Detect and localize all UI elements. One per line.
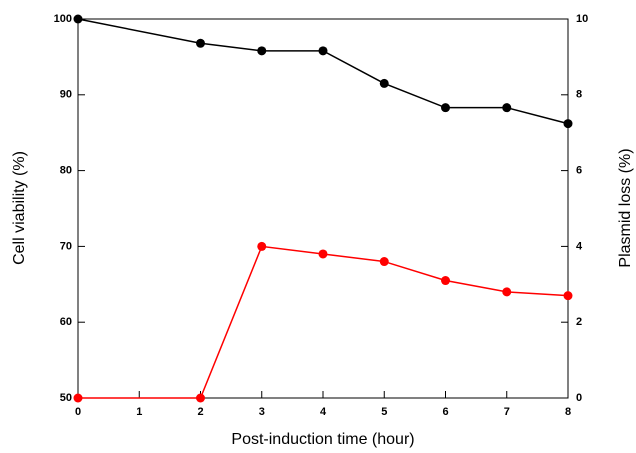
x-tick-label: 4: [320, 406, 327, 418]
y-tick-label: 70: [60, 240, 72, 252]
data-point: [196, 38, 205, 48]
data-point: [502, 287, 512, 297]
data-point: [318, 46, 328, 56]
y-tick-label: 100: [54, 13, 72, 25]
y2-tick-label: 0: [576, 392, 582, 404]
x-tick-label: 0: [75, 406, 81, 418]
y2-axis-title: Plasmid loss (%): [617, 148, 634, 267]
data-point: [196, 393, 205, 403]
y-tick-label: 80: [60, 165, 72, 177]
data-point: [379, 78, 389, 88]
data-point: [379, 257, 389, 267]
x-tick-label: 2: [197, 406, 203, 418]
y-tick-label: 50: [60, 392, 72, 404]
x-tick-label: 1: [136, 406, 142, 418]
data-point: [73, 14, 83, 24]
y2-tick-label: 2: [576, 316, 582, 328]
data-point: [257, 46, 267, 56]
data-point: [318, 249, 328, 259]
y2-tick-label: 10: [576, 13, 588, 25]
x-tick-label: 3: [259, 406, 265, 418]
data-point: [441, 276, 450, 286]
y-tick-label: 60: [60, 316, 72, 328]
x-axis-title: Post-induction time (hour): [231, 431, 414, 448]
y2-tick-label: 6: [576, 165, 582, 177]
y-tick-label: 90: [60, 89, 72, 101]
data-point: [441, 103, 450, 113]
series-line: [77, 18, 569, 125]
data-point: [257, 241, 267, 251]
y2-tick-label: 4: [576, 240, 583, 252]
series-line: [78, 245, 569, 399]
x-tick-label: 5: [381, 406, 387, 418]
data-point: [563, 119, 573, 129]
x-tick-label: 7: [504, 406, 510, 418]
plot-frame: [77, 18, 569, 399]
data-point: [73, 393, 83, 403]
data-point: [563, 291, 573, 301]
x-tick-label: 6: [442, 406, 448, 418]
x-tick-label: 8: [565, 406, 571, 418]
y2-tick-label: 8: [576, 89, 582, 101]
y-axis-title: Cell viability (%): [11, 151, 28, 265]
data-point: [502, 103, 512, 113]
